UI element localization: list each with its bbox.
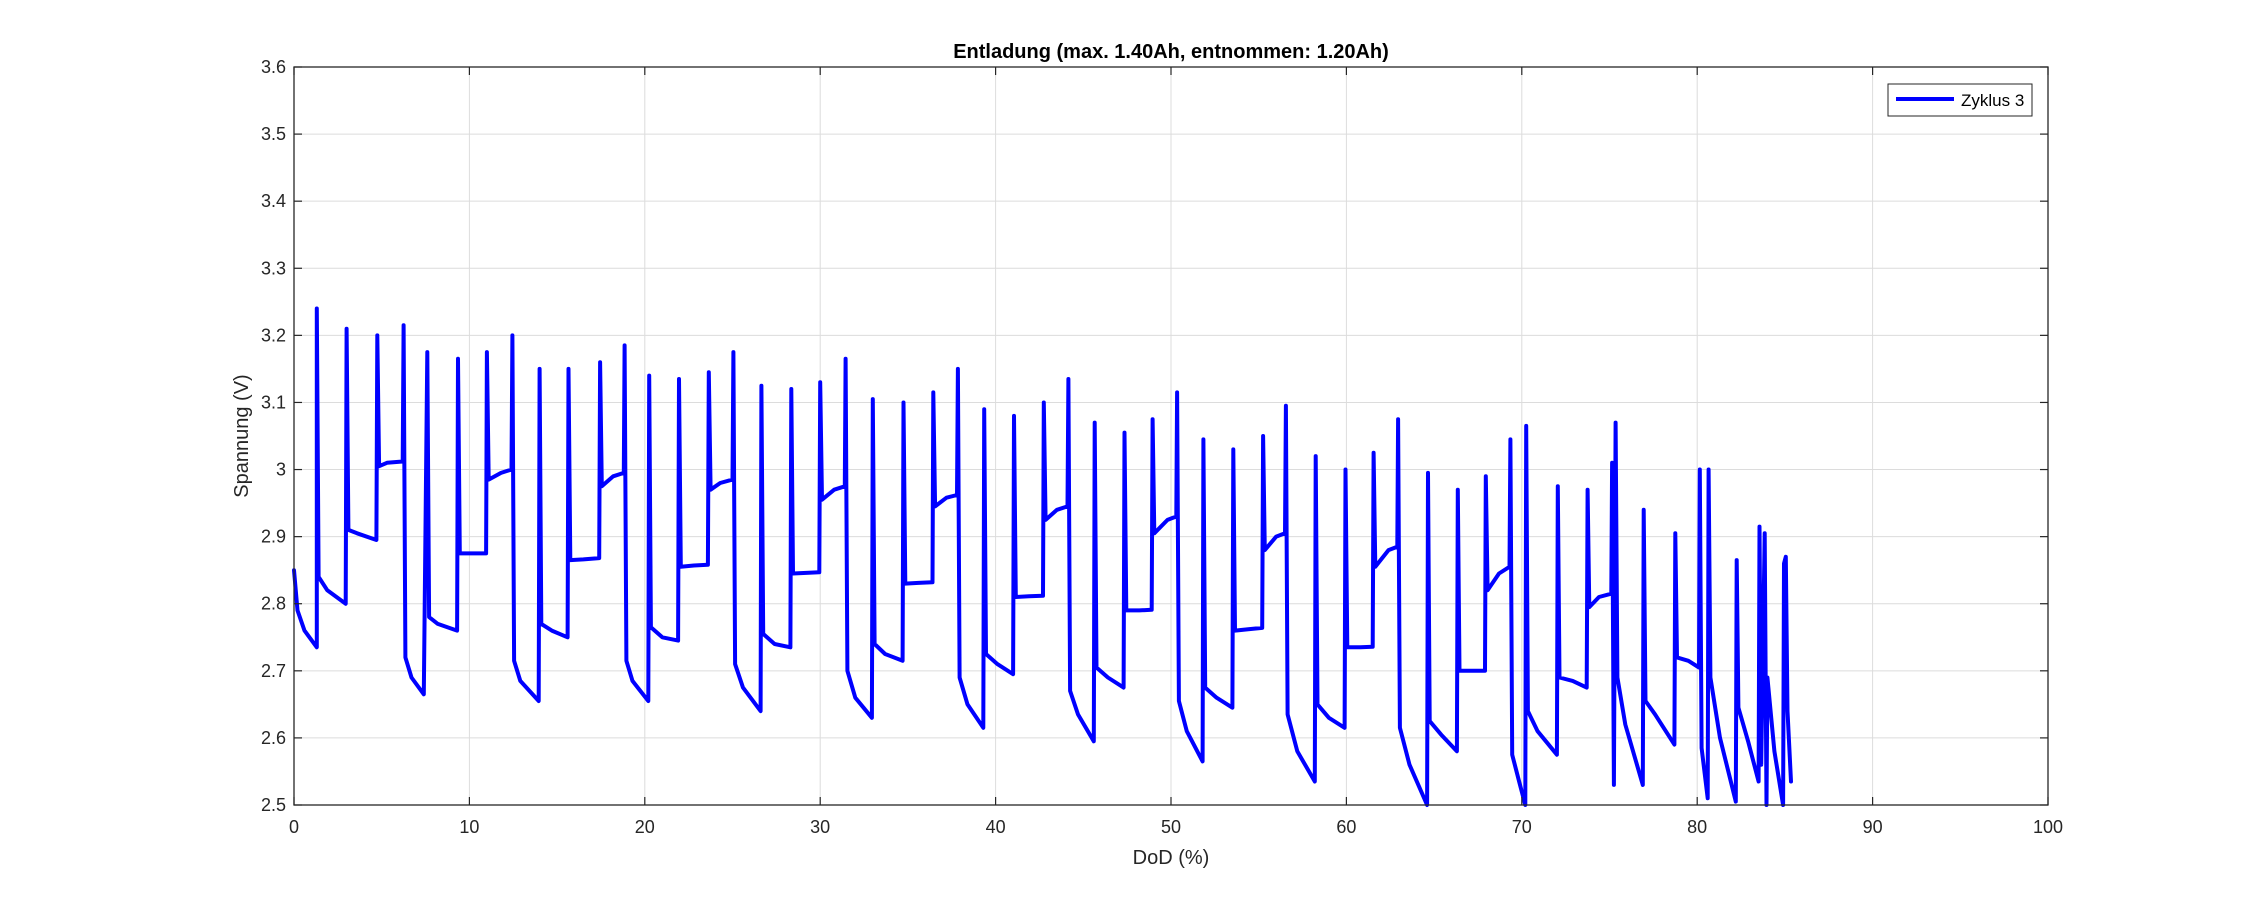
chart-title: Entladung (max. 1.40Ah, entnommen: 1.20A… — [953, 41, 1389, 63]
x-tick-label: 90 — [1863, 817, 1883, 837]
y-tick-label: 2.9 — [261, 527, 286, 547]
x-tick-label: 10 — [459, 817, 479, 837]
y-tick-label: 2.7 — [261, 661, 286, 681]
series-layer — [292, 306, 1793, 807]
legend-label: Zyklus 3 — [1961, 91, 2024, 110]
ticks: 0 10 20 30 40 50 60 70 80 90 100 2.5 2.6 2.7 2.8 2.9 3 3.… — [261, 57, 2063, 837]
x-tick-label: 20 — [635, 817, 655, 837]
y-tick-label: 3.4 — [261, 191, 286, 211]
y-tick-label: 3 — [276, 460, 286, 480]
legend: Zyklus 3 — [1887, 83, 2033, 117]
y-tick-label: 2.8 — [261, 594, 286, 614]
y-tick-label: 3.6 — [261, 57, 286, 77]
x-tick-label: 50 — [1161, 817, 1181, 837]
x-tick-label: 40 — [986, 817, 1006, 837]
x-tick-label: 30 — [810, 817, 830, 837]
y-tick-label: 2.6 — [261, 728, 286, 748]
y-tick-label: 2.5 — [261, 795, 286, 815]
y-tick-label: 3.3 — [261, 258, 286, 278]
y-axis-label: Spannung (V) — [231, 374, 253, 497]
x-tick-label: 70 — [1512, 817, 1532, 837]
x-tick-label: 80 — [1687, 817, 1707, 837]
series-line-1 — [292, 306, 1793, 807]
y-tick-label: 3.1 — [261, 392, 286, 412]
x-tick-label: 0 — [289, 817, 299, 837]
x-tick-label: 60 — [1336, 817, 1356, 837]
x-tick-label: 100 — [2033, 817, 2063, 837]
x-axis-label: DoD (%) — [1133, 847, 1210, 869]
y-tick-label: 3.2 — [261, 325, 286, 345]
y-tick-label: 3.5 — [261, 124, 286, 144]
